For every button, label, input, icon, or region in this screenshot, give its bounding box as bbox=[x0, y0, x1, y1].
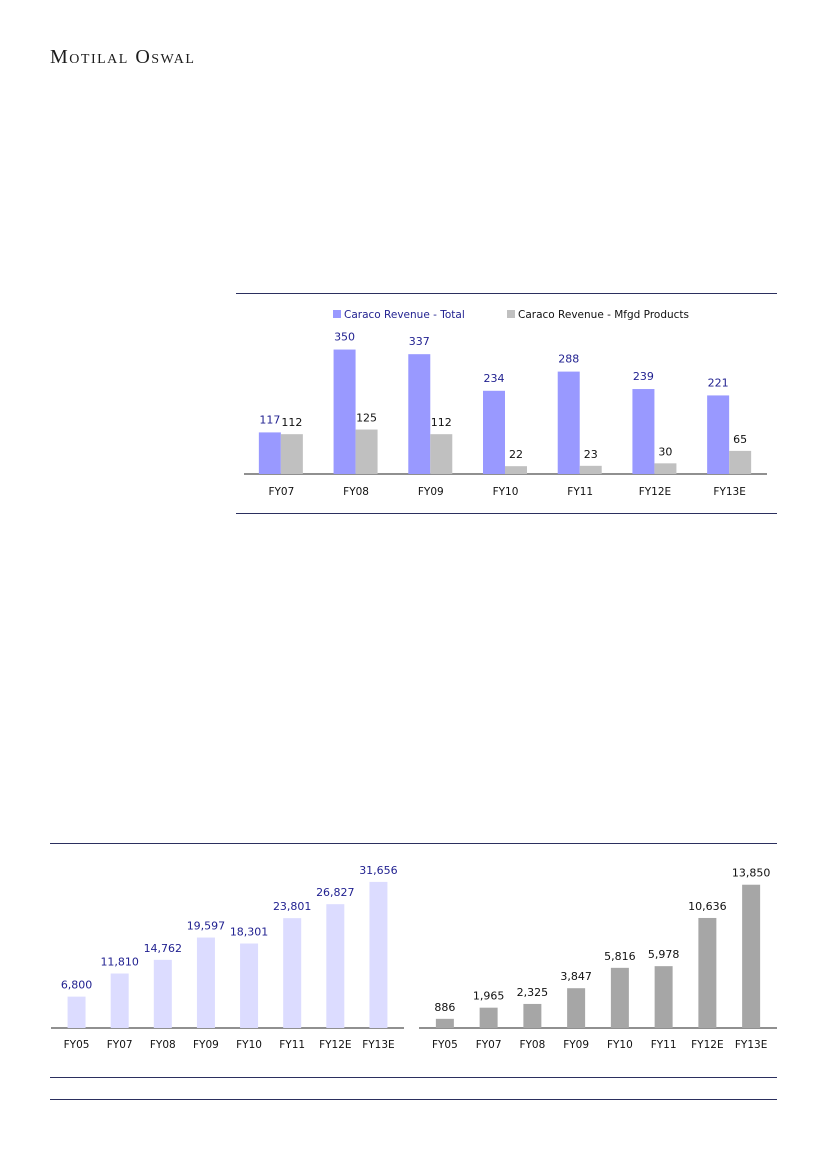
data-label: 337 bbox=[409, 335, 430, 348]
bottom-charts-bottom-rule bbox=[50, 1099, 777, 1100]
data-label: 239 bbox=[633, 370, 654, 383]
x-tick-label: FY12E bbox=[639, 486, 671, 498]
data-label: 288 bbox=[558, 353, 579, 366]
bar bbox=[610, 967, 629, 1028]
bar bbox=[333, 349, 356, 474]
brand-logo: Motilal Oswal bbox=[50, 46, 196, 68]
x-tick-label: FY11 bbox=[651, 1039, 677, 1051]
left-bar-chart: 6,800 FY05 11,810 FY07 14,762 FY08 19,597 FY09 1… bbox=[51, 864, 404, 1051]
data-label: 31,656 bbox=[359, 864, 398, 877]
bar bbox=[240, 943, 259, 1028]
x-tick-label: FY11 bbox=[279, 1039, 305, 1051]
data-label: 6,800 bbox=[61, 979, 93, 992]
x-tick-label: FY13E bbox=[362, 1039, 394, 1051]
x-tick-label: FY12E bbox=[319, 1039, 351, 1051]
bar bbox=[654, 463, 677, 474]
x-tick-label: FY11 bbox=[567, 486, 593, 498]
data-label: 13,850 bbox=[732, 867, 771, 880]
bar bbox=[698, 917, 717, 1028]
bar bbox=[707, 395, 730, 474]
bar bbox=[567, 988, 586, 1028]
bar bbox=[67, 996, 86, 1028]
bar bbox=[258, 432, 281, 474]
x-tick-label: FY08 bbox=[150, 1039, 176, 1051]
x-tick-label: FY05 bbox=[64, 1039, 90, 1051]
bar bbox=[505, 466, 527, 474]
data-label: 19,597 bbox=[187, 920, 226, 933]
bar bbox=[369, 881, 388, 1028]
x-tick-label: FY10 bbox=[493, 486, 519, 498]
x-tick-label: FY10 bbox=[607, 1039, 633, 1051]
x-tick-label: FY09 bbox=[193, 1039, 219, 1051]
bar bbox=[654, 966, 673, 1028]
data-label: 2,325 bbox=[517, 986, 549, 999]
bar bbox=[523, 1003, 542, 1028]
bar bbox=[355, 429, 378, 474]
data-label: 11,810 bbox=[100, 955, 139, 968]
data-label: 14,762 bbox=[144, 942, 183, 955]
x-tick-label: FY09 bbox=[418, 486, 444, 498]
x-tick-label: FY12E bbox=[691, 1039, 723, 1051]
bottom-charts-mid-rule bbox=[50, 1077, 777, 1078]
chart1-bottom-rule bbox=[236, 513, 777, 514]
x-tick-label: FY10 bbox=[236, 1039, 262, 1051]
data-label: 112 bbox=[431, 416, 452, 429]
bar bbox=[326, 904, 345, 1028]
legend-swatch bbox=[333, 310, 341, 318]
bar bbox=[479, 1007, 498, 1028]
bar bbox=[557, 371, 580, 474]
x-tick-label: FY07 bbox=[268, 486, 294, 498]
bar bbox=[579, 465, 602, 474]
bar bbox=[196, 937, 215, 1028]
bar bbox=[435, 1018, 454, 1028]
data-label: 65 bbox=[733, 433, 747, 446]
bar bbox=[430, 434, 453, 474]
x-tick-label: FY09 bbox=[563, 1039, 589, 1051]
data-label: 18,301 bbox=[230, 926, 269, 939]
bar bbox=[283, 918, 302, 1028]
data-label: 10,636 bbox=[688, 900, 727, 913]
data-label: 117 bbox=[259, 413, 280, 426]
legend-label: Caraco Revenue - Total bbox=[344, 309, 465, 321]
data-label: 5,816 bbox=[604, 950, 636, 963]
bar bbox=[632, 389, 655, 474]
legend-swatch bbox=[507, 310, 515, 318]
data-label: 26,827 bbox=[316, 886, 355, 899]
data-label: 221 bbox=[708, 376, 729, 389]
bar bbox=[483, 390, 505, 474]
data-label: 23 bbox=[584, 448, 598, 461]
caraco-revenue-chart: Caraco Revenue - Total Caraco Revenue - M… bbox=[244, 309, 767, 498]
x-tick-label: FY13E bbox=[713, 486, 745, 498]
bar bbox=[110, 973, 129, 1028]
bar bbox=[153, 959, 172, 1028]
bar bbox=[280, 434, 303, 474]
data-label: 30 bbox=[658, 445, 672, 458]
bar bbox=[729, 450, 752, 474]
data-label: 112 bbox=[281, 416, 302, 429]
data-label: 886 bbox=[434, 1001, 455, 1014]
bar bbox=[408, 354, 431, 474]
bottom-charts-top-rule bbox=[50, 843, 777, 844]
right-bar-chart: 886 FY05 1,965 FY07 2,325 FY08 3,847 FY09 5,816 F… bbox=[419, 867, 777, 1051]
x-tick-label: FY07 bbox=[476, 1039, 502, 1051]
data-label: 350 bbox=[334, 331, 355, 344]
x-tick-label: FY13E bbox=[735, 1039, 767, 1051]
x-tick-label: FY05 bbox=[432, 1039, 458, 1051]
data-label: 23,801 bbox=[273, 900, 312, 913]
data-label: 3,847 bbox=[560, 970, 592, 983]
data-label: 234 bbox=[484, 372, 505, 385]
bar bbox=[742, 884, 761, 1028]
x-tick-label: FY08 bbox=[343, 486, 369, 498]
chart1-top-rule bbox=[236, 293, 777, 294]
x-tick-label: FY08 bbox=[519, 1039, 545, 1051]
x-tick-label: FY07 bbox=[107, 1039, 133, 1051]
data-label: 1,965 bbox=[473, 990, 505, 1003]
data-label: 5,978 bbox=[648, 948, 680, 961]
data-label: 22 bbox=[509, 448, 523, 461]
data-label: 125 bbox=[356, 412, 377, 425]
legend-label: Caraco Revenue - Mfgd Products bbox=[518, 309, 689, 321]
